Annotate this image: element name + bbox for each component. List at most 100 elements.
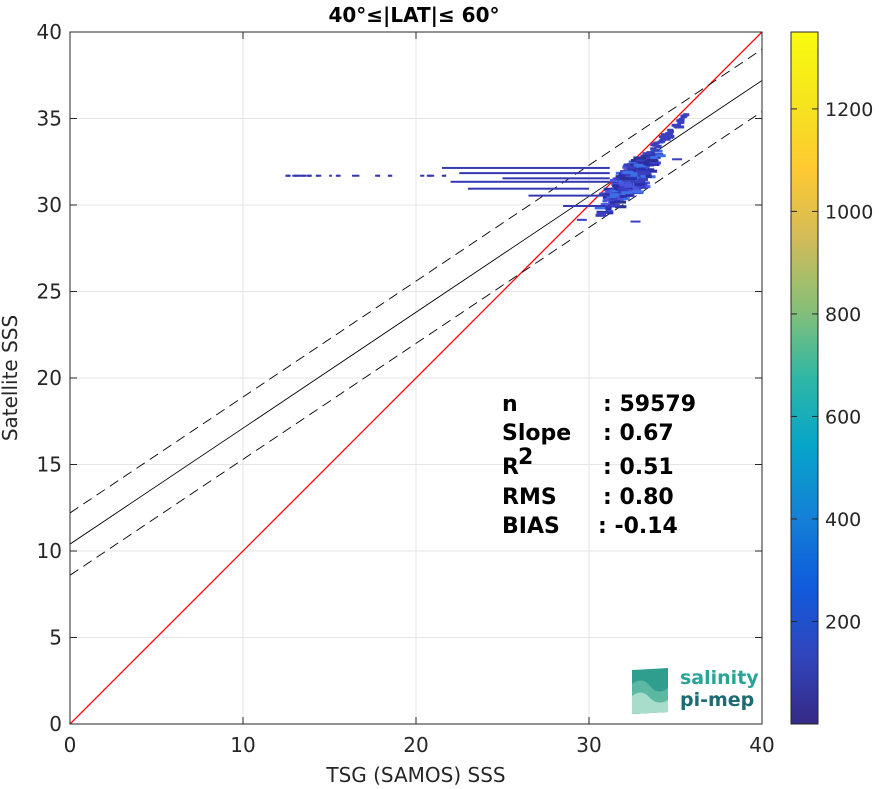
fit-minus-std-line [70, 111, 762, 576]
colorbar-tick-label-2: 600 [825, 406, 861, 428]
density-point [637, 171, 650, 175]
stats-box: n: 59579 Slope: 0.67 R 2: 0.51 RMS: 0.80 BIAS… [502, 392, 696, 539]
density-point [307, 174, 312, 177]
colorbar-tick-label-4: 1000 [825, 201, 873, 223]
density-point [604, 190, 612, 194]
density-point [662, 135, 669, 139]
density-point [678, 125, 685, 129]
density-point [664, 137, 671, 141]
density-point [678, 120, 685, 124]
density-point [622, 178, 636, 182]
density-point [645, 174, 652, 178]
y-tick-label-2: 10 [37, 539, 62, 563]
density-point [599, 192, 610, 196]
density-point [678, 117, 685, 121]
density-point [623, 189, 632, 193]
density-point [633, 156, 647, 160]
y-tick-label-5: 25 [37, 280, 62, 304]
y-tick-label-6: 30 [37, 193, 62, 217]
x-tick-label-4: 40 [749, 733, 774, 757]
density-point [642, 152, 654, 156]
density-point [335, 174, 340, 177]
colorbar-tick-label-1: 400 [825, 509, 861, 531]
density-point [667, 129, 674, 133]
stat-label-3: RMS [502, 485, 557, 510]
density-point [655, 154, 666, 158]
density-point [354, 174, 360, 177]
density-point [630, 187, 640, 191]
chart-title: 40°≤|LAT|≤ 60° [328, 3, 499, 27]
density-point [633, 163, 644, 167]
x-axis-label: TSG (SAMOS) SSS [325, 763, 505, 787]
density-streak [450, 180, 610, 183]
density-point [617, 196, 624, 200]
density-point [607, 203, 620, 207]
density-point [606, 194, 617, 198]
density-point [612, 184, 619, 188]
density-point [650, 169, 658, 173]
density-point [638, 167, 646, 171]
colorbar-tick-label-0: 200 [825, 611, 861, 633]
density-point [665, 135, 672, 139]
density-point [292, 174, 296, 177]
y-tick-label-8: 40 [37, 20, 62, 44]
density-point [605, 207, 612, 211]
density-point [652, 143, 659, 147]
density-point [595, 213, 607, 217]
density-point [597, 211, 608, 214]
logo-line1: salinity [680, 667, 759, 689]
density-point [615, 187, 621, 191]
density-point [375, 174, 380, 177]
density-point [666, 133, 673, 137]
density-point [623, 197, 630, 201]
density-point [622, 170, 634, 174]
density-point [610, 179, 616, 183]
density-point [633, 185, 647, 189]
y-axis: 0 5 10 15 20 25 30 35 40 [37, 20, 762, 736]
density-point [635, 158, 645, 162]
density-point [609, 201, 616, 205]
density-point [615, 205, 627, 209]
density-streak [467, 187, 589, 190]
density-point [605, 209, 614, 213]
density-point [658, 135, 665, 139]
density-points [285, 113, 690, 223]
density-point [610, 193, 622, 197]
density-point [645, 156, 655, 160]
density-point [637, 161, 649, 165]
density-point [630, 173, 638, 177]
density-point [683, 113, 690, 117]
density-point [607, 211, 614, 215]
density-point [608, 198, 621, 202]
density-point [420, 174, 425, 177]
identity-line [70, 32, 762, 724]
density-point [625, 193, 633, 197]
colorbar [791, 32, 818, 724]
stat-label-2: R [502, 455, 519, 480]
density-point [443, 174, 446, 177]
density-streak [441, 166, 610, 169]
logo-line2: pi-mep [680, 689, 754, 711]
density-point [625, 174, 634, 178]
density-point [603, 187, 616, 191]
density-point [637, 177, 649, 181]
y-tick-label-3: 15 [37, 453, 62, 477]
density-point [631, 179, 644, 183]
density-point [643, 173, 650, 177]
density-point [646, 158, 658, 162]
density-point [427, 174, 433, 177]
density-point [608, 189, 619, 193]
density-point [630, 220, 641, 223]
stat-value-2: : 0.51 [603, 455, 674, 480]
density-point [618, 187, 629, 191]
x-tick-label-1: 10 [230, 733, 255, 757]
density-point [604, 192, 610, 196]
density-point [300, 174, 306, 177]
density-point [600, 203, 609, 207]
y-tick-label-0: 0 [49, 712, 62, 736]
x-tick-label-2: 20 [403, 733, 428, 757]
density-point [576, 218, 587, 221]
density-streak [563, 205, 607, 207]
y-tick-label-7: 35 [37, 107, 62, 131]
